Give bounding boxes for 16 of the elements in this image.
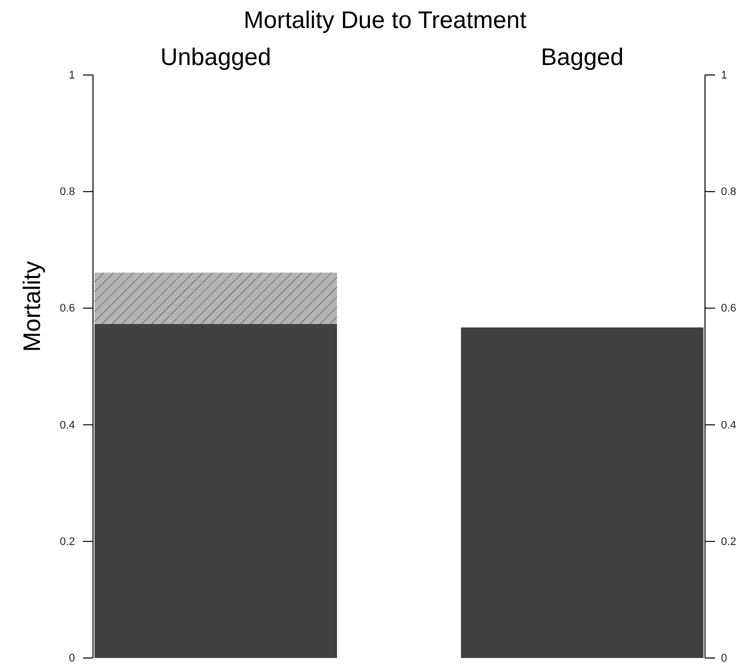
x-tick-label: Unbagged xyxy=(160,44,272,71)
y-tick-label: 0.4 xyxy=(721,419,736,432)
y-tick-label: 1 xyxy=(721,70,728,82)
y-tick-label: 0.6 xyxy=(60,302,75,315)
x-tick-label: Bagged xyxy=(540,44,624,71)
y-tick-label: 0.8 xyxy=(721,186,736,198)
y-tick-label: 0 xyxy=(721,652,728,665)
y-tick-label: 0.4 xyxy=(60,419,75,432)
y-tick-label: 0.2 xyxy=(60,536,75,548)
y-tick-label: 1 xyxy=(68,70,75,82)
text: Mortality Due to Treatment xyxy=(244,7,527,34)
y-axis-title: Mortality xyxy=(19,261,46,352)
y-tick-label: 0.8 xyxy=(60,186,75,198)
y-tick-label: 0.2 xyxy=(721,536,736,548)
y-tick-label: 0 xyxy=(68,652,75,665)
y-tick-label: 0.6 xyxy=(721,302,736,315)
